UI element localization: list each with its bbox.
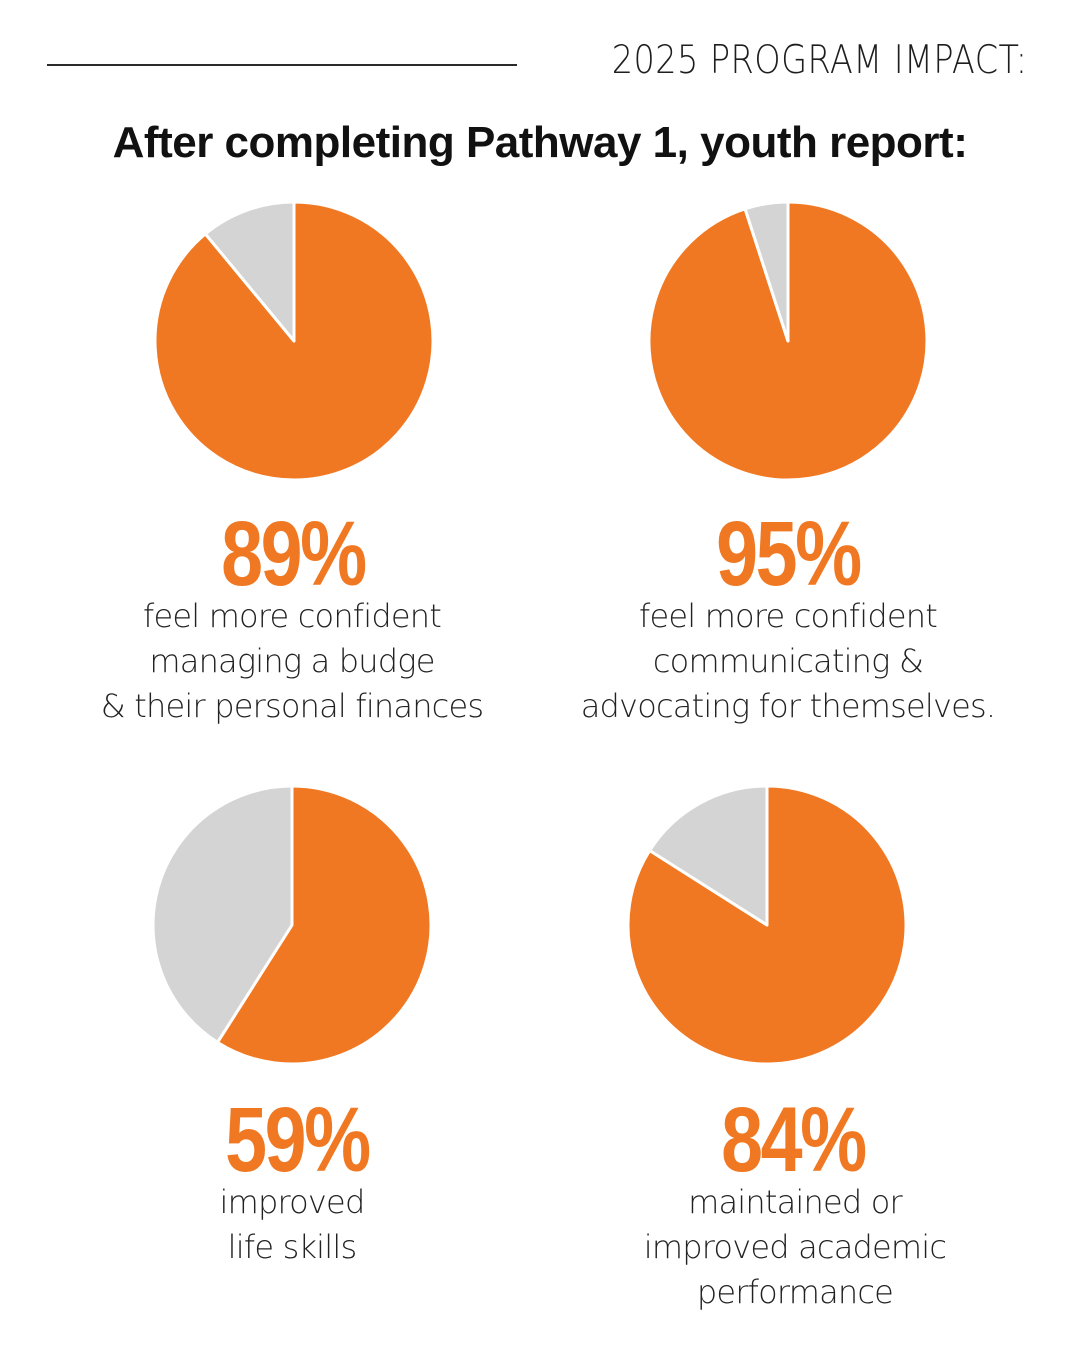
caption-4-line-2: improved academic [643, 1228, 947, 1266]
pie-1-slice-remainder [203, 200, 296, 343]
caption-4-line-1: maintained or [688, 1183, 903, 1221]
pie-chart-4 [626, 784, 908, 1066]
caption-1: feel more confident managing a budge & t… [52, 594, 532, 729]
caption-2-line-3: advocating for themselves. [580, 687, 996, 725]
pie-3-slice-primary [216, 784, 433, 1066]
caption-1-line-1: feel more confident [142, 597, 442, 635]
caption-3-line-1: improved [219, 1183, 366, 1221]
percent-label-2: 95% [716, 503, 862, 605]
pie-chart-3 [151, 784, 433, 1066]
pie-chart-2 [647, 200, 929, 482]
percent-label-3: 59% [225, 1089, 371, 1191]
caption-2-line-1: feel more confident [638, 597, 938, 635]
caption-3-line-2: life skills [227, 1228, 357, 1266]
caption-1-line-3: & their personal finances [100, 687, 484, 725]
main-heading: After completing Pathway 1, youth report… [112, 118, 968, 167]
caption-2-line-2: communicating & [652, 642, 924, 680]
pie-chart-1 [153, 200, 435, 482]
percent-label-4: 84% [721, 1089, 867, 1191]
header-rule [47, 64, 517, 66]
page-title: 2025 PROGRAM IMPACT: [612, 38, 1028, 83]
percent-label-1: 89% [221, 503, 367, 605]
pie-2-slice-remainder [743, 200, 790, 343]
caption-4-line-3: performance [696, 1273, 894, 1311]
caption-2: feel more confident communicating & advo… [548, 594, 1028, 729]
caption-3: improved life skills [52, 1180, 532, 1270]
pie-4-slice-remainder [648, 784, 769, 927]
caption-4: maintained or improved academic performa… [555, 1180, 1035, 1315]
caption-1-line-2: managing a budge [149, 642, 435, 680]
pie-3-slice-remainder [151, 784, 294, 1044]
pie-4-slice-primary [626, 784, 908, 1066]
